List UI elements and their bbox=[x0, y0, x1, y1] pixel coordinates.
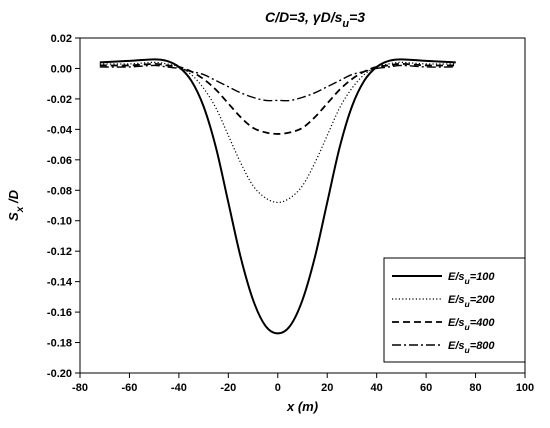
legend-label-4: E/su=800 bbox=[448, 340, 495, 355]
y-tick-label: -0.08 bbox=[47, 185, 72, 197]
legend-label-1: E/su=100 bbox=[448, 271, 495, 286]
y-tick-label: -0.10 bbox=[47, 216, 72, 228]
x-tick-label: 100 bbox=[516, 382, 534, 394]
y-tick-label: -0.20 bbox=[47, 368, 72, 380]
plot-frame bbox=[79, 37, 526, 374]
chart-title-text: C/D=3, γD/su=3 bbox=[265, 9, 365, 30]
series-line-2 bbox=[99, 61, 456, 204]
axes: -80 -60 -40 -20 0 20 40 60 80 100 0.02 0.00 -0.02 -0.… bbox=[6, 33, 534, 414]
legend-label-2: E/su=200 bbox=[448, 294, 495, 309]
x-tick-label: -60 bbox=[121, 382, 137, 394]
x-tick-label: 20 bbox=[321, 382, 333, 394]
x-tick-label: 0 bbox=[275, 382, 281, 394]
x-tick-label: 80 bbox=[469, 382, 481, 394]
y-tick-label: -0.06 bbox=[47, 155, 72, 167]
x-tick-label: 40 bbox=[371, 382, 383, 394]
series-line-4 bbox=[99, 64, 456, 102]
series-line-3 bbox=[99, 62, 456, 135]
y-tick-label: -0.16 bbox=[47, 307, 72, 319]
plot-area bbox=[79, 37, 526, 374]
x-tick-label: 60 bbox=[420, 382, 432, 394]
legend: E/su=100 E/su=200 E/su=400 E/su=800 bbox=[383, 257, 526, 363]
y-tick-label: -0.18 bbox=[47, 338, 72, 350]
y-axis-label: Sx /D bbox=[6, 189, 26, 221]
y-tick-label: 0.00 bbox=[51, 63, 72, 75]
x-tick-label: -80 bbox=[72, 382, 88, 394]
y-tick-label: -0.02 bbox=[47, 94, 72, 106]
chart-title: C/D=3, γD/su=3 bbox=[265, 9, 365, 30]
x-tick-label: -40 bbox=[171, 382, 187, 394]
legend-label-3: E/su=400 bbox=[448, 317, 495, 332]
y-tick-label: -0.04 bbox=[47, 124, 73, 136]
y-tick-label: -0.14 bbox=[47, 277, 73, 289]
x-axis-label: x (m) bbox=[286, 399, 318, 414]
y-tick-label: -0.12 bbox=[47, 246, 72, 258]
y-tick-label: 0.02 bbox=[51, 33, 72, 45]
series-lines bbox=[99, 58, 456, 335]
x-tick-label: -20 bbox=[220, 382, 236, 394]
